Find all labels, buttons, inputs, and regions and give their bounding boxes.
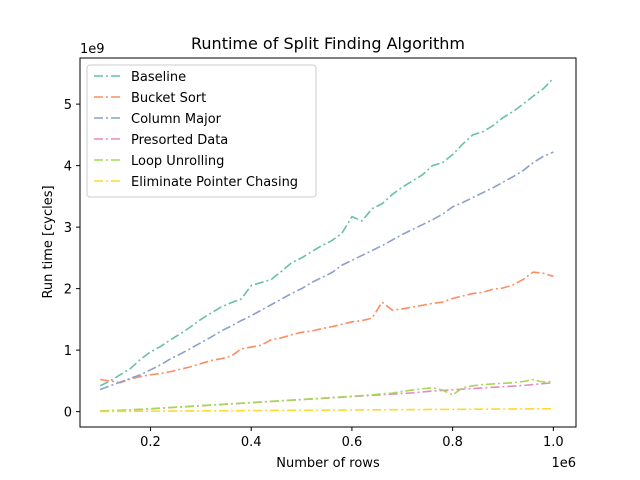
y-axis-ticks: 0 1 2 3 4 5 xyxy=(64,98,80,421)
legend-label: Presorted Data xyxy=(131,133,228,148)
y-tick-label: 1 xyxy=(64,344,72,359)
x-tick-label: 1.0 xyxy=(543,435,564,450)
x-axis-ticks: 0.2 0.4 0.6 0.8 1.0 xyxy=(140,427,564,450)
series-line-loop-unrolling xyxy=(100,378,554,412)
y-tick-label: 0 xyxy=(64,406,72,421)
y-tick-label: 4 xyxy=(64,160,72,175)
legend-label: Eliminate Pointer Chasing xyxy=(131,175,298,190)
y-tick-label: 5 xyxy=(64,98,72,113)
series-line-column-major xyxy=(99,151,554,391)
legend: Baseline Bucket Sort Column Major Presorted… xyxy=(86,64,317,198)
axes-frame xyxy=(79,57,577,428)
legend-box xyxy=(86,64,317,198)
plot-area xyxy=(79,57,577,428)
legend-label: Baseline xyxy=(131,70,186,85)
x-tick-label: 0.6 xyxy=(342,435,363,450)
x-tick-label: 0.4 xyxy=(241,435,262,450)
series-line-bucket-sort xyxy=(100,271,554,384)
x-axis-label: Number of rows xyxy=(276,456,380,471)
series-line-eliminate-pointer-chasing xyxy=(100,407,554,413)
series-line-presorted-data xyxy=(100,381,554,412)
legend-label: Bucket Sort xyxy=(131,91,206,106)
series-group xyxy=(99,77,554,413)
y-axis-label: Run time [cycles] xyxy=(41,185,56,298)
y-tick-label: 2 xyxy=(64,283,72,298)
y-axis-offset-label: 1e9 xyxy=(80,42,105,57)
legend-label: Column Major xyxy=(131,112,222,127)
legend-label: Loop Unrolling xyxy=(131,154,224,169)
chart-title: Runtime of Split Finding Algorithm xyxy=(191,34,465,53)
series-line-baseline xyxy=(99,77,554,387)
y-tick-label: 3 xyxy=(64,221,72,236)
x-tick-label: 0.8 xyxy=(442,435,463,450)
x-tick-label: 0.2 xyxy=(140,435,161,450)
x-axis-offset-label: 1e6 xyxy=(551,456,576,471)
